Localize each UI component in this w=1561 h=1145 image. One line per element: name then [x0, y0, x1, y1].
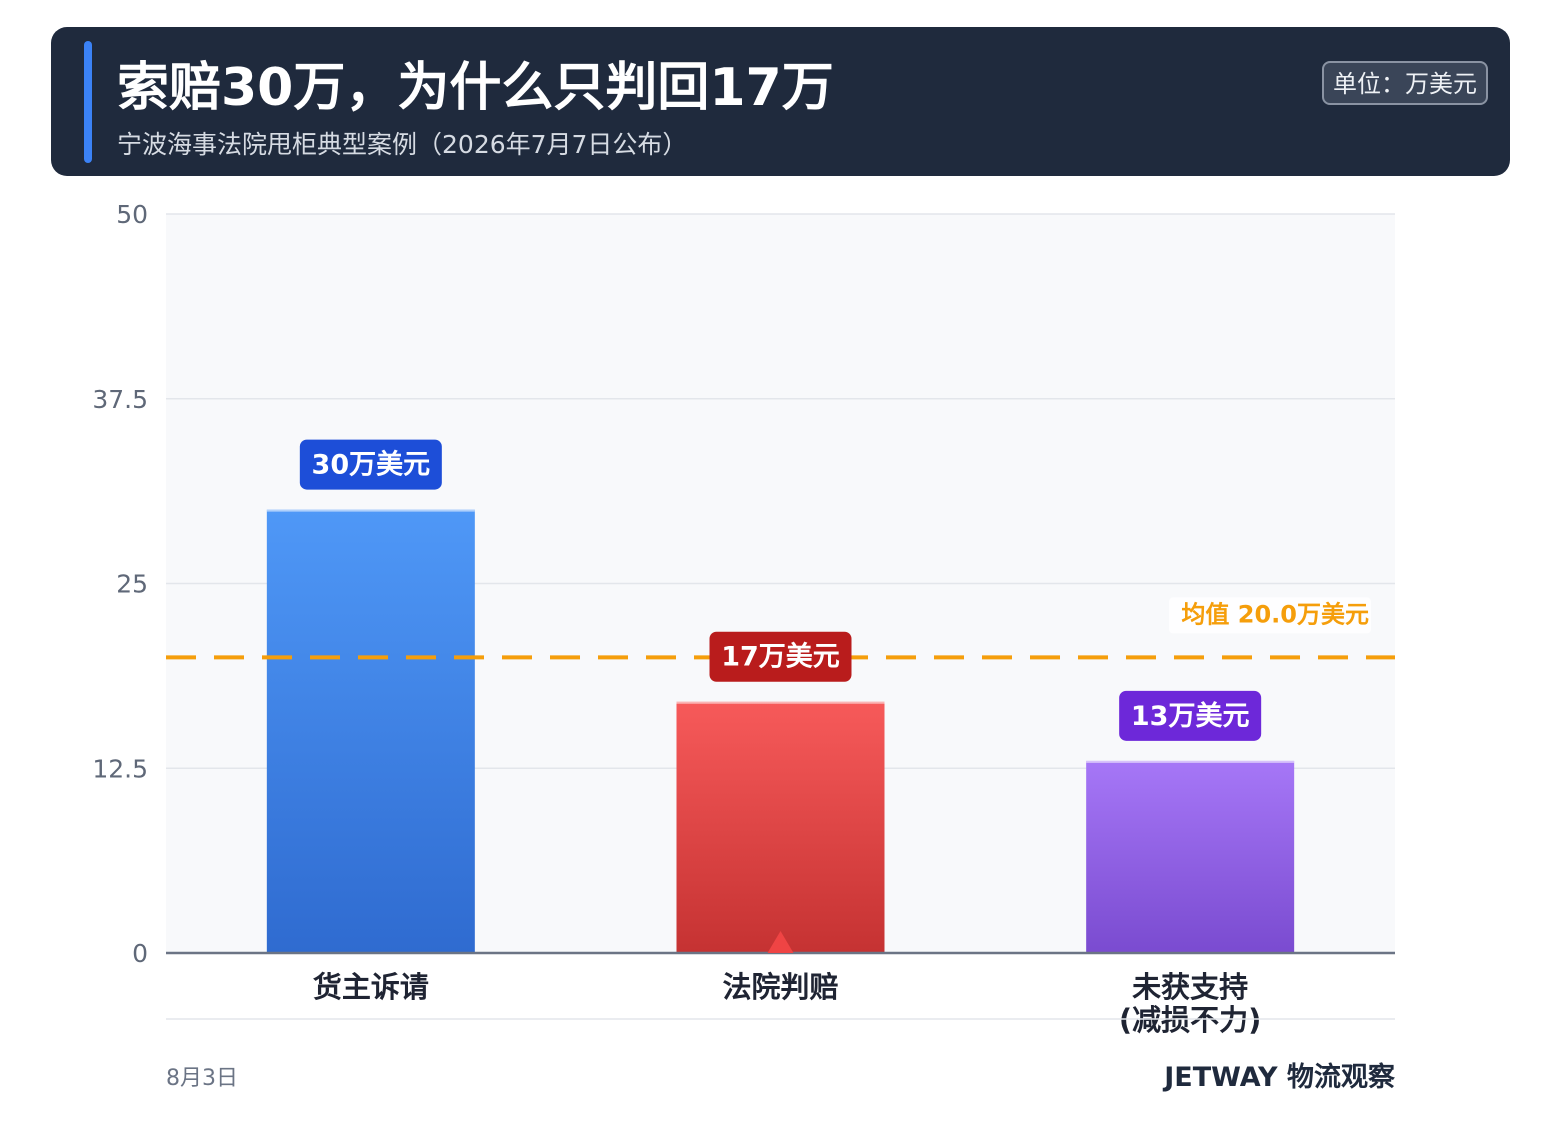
- footer-date: 8月3日: [166, 1066, 238, 1091]
- y-tick-label: 50: [116, 200, 148, 229]
- data-label: 30万美元: [312, 449, 431, 481]
- data-label-badge: [1119, 690, 1262, 741]
- bar: [266, 509, 475, 953]
- data-label: 17万美元: [721, 641, 840, 673]
- data-label-badge: [709, 631, 852, 682]
- y-tick-label: 37.5: [92, 385, 148, 414]
- bar: [1086, 760, 1295, 953]
- x-tick-label: 货主诉请: [313, 970, 429, 1004]
- y-tick-label: 0: [132, 939, 148, 968]
- x-tick-label: 法院判赔: [722, 970, 838, 1004]
- y-tick-label: 25: [116, 570, 148, 599]
- y-tick-label: 12.5: [92, 754, 148, 783]
- reference-line-label: 均值 20.0万美元: [1181, 600, 1369, 628]
- chart-subtitle: 宁波海事法院甩柜典型案例（2026年7月7日公布）: [117, 130, 688, 159]
- data-label-badge: [299, 439, 442, 490]
- footer-brand: JETWAY 物流观察: [1164, 1062, 1395, 1093]
- reference-label-background: [1169, 597, 1371, 634]
- data-label: 13万美元: [1131, 700, 1250, 732]
- unit-badge: 单位：万美元: [1322, 61, 1488, 105]
- header-accent-bar: [84, 41, 92, 163]
- x-tick-label: (减损不力): [1119, 1003, 1262, 1037]
- x-tick-label: 未获支持: [1132, 970, 1248, 1004]
- chart-header: 索赔30万，为什么只判回17万 宁波海事法院甩柜典型案例（2026年7月7日公布…: [51, 27, 1510, 176]
- chart-title: 索赔30万，为什么只判回17万: [117, 58, 834, 118]
- bar: [676, 701, 885, 953]
- highlight-marker: [767, 931, 794, 953]
